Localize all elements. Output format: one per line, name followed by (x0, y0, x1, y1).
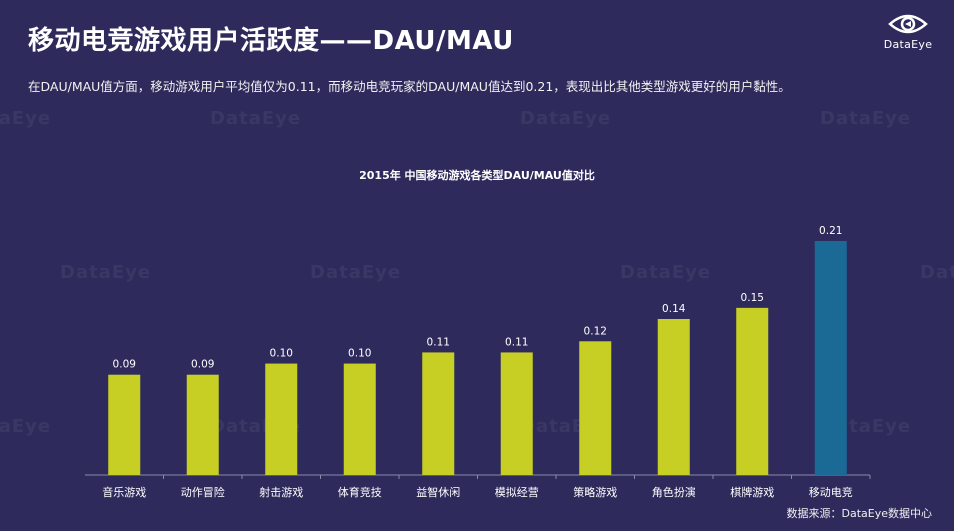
bar (343, 363, 376, 475)
logo-text: DataEye (883, 38, 933, 51)
data-label: 0.11 (505, 336, 528, 348)
bar (500, 352, 533, 475)
category-label: 音乐游戏 (102, 485, 146, 499)
data-label: 0.15 (741, 292, 764, 304)
page-title: 移动电竞游戏用户活跃度——DAU/MAU (28, 26, 514, 56)
category-label: 动作冒险 (181, 485, 225, 499)
category-label: 角色扮演 (652, 485, 696, 499)
data-label: 0.10 (348, 348, 371, 360)
data-label: 0.11 (427, 336, 450, 348)
bar (814, 241, 847, 475)
category-label: 棋牌游戏 (730, 485, 774, 499)
logo: DataEye (876, 12, 940, 51)
data-label: 0.14 (662, 303, 686, 315)
category-label: 模拟经营 (495, 485, 539, 499)
chart-title: 2015年 中国移动游戏各类型DAU/MAU值对比 (359, 169, 595, 182)
bar (422, 352, 455, 475)
source-note: 数据来源：DataEye数据中心 (786, 507, 933, 520)
category-label: 移动电竞 (809, 485, 853, 499)
bar (657, 319, 690, 475)
category-label: 益智休闲 (416, 485, 460, 499)
bar (265, 363, 298, 475)
eye-icon (888, 14, 928, 34)
page-subtitle: 在DAU/MAU值方面，移动游戏用户平均值仅为0.11，而移动电竞玩家的DAU/… (28, 79, 791, 94)
data-label: 0.10 (270, 348, 293, 360)
bar (186, 374, 219, 475)
bar (736, 307, 769, 475)
data-label: 0.09 (191, 359, 214, 371)
category-label: 策略游戏 (573, 485, 617, 499)
bar (579, 341, 612, 475)
data-label: 0.12 (584, 325, 607, 337)
category-label: 射击游戏 (259, 485, 303, 499)
bar (108, 374, 141, 475)
data-label: 0.09 (113, 359, 136, 371)
data-label: 0.21 (819, 225, 842, 237)
category-label: 体育竞技 (338, 485, 382, 499)
